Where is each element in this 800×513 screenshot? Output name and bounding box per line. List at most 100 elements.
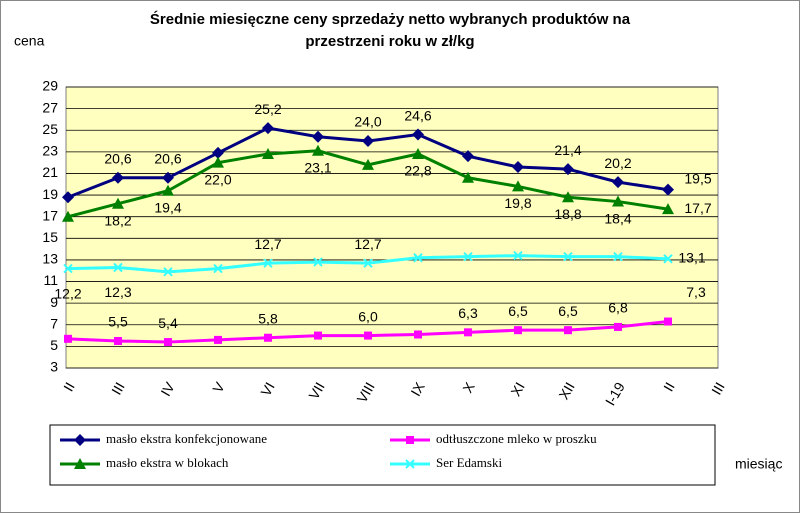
data-label: 6,5 bbox=[508, 303, 528, 319]
y-tick-label: 7 bbox=[50, 315, 58, 331]
data-point bbox=[563, 251, 573, 262]
legend-marker bbox=[405, 459, 415, 469]
data-point bbox=[612, 195, 624, 207]
data-point bbox=[363, 258, 373, 268]
data-label: 18,2 bbox=[104, 212, 131, 228]
data-label: 5,8 bbox=[258, 310, 278, 326]
data-point bbox=[62, 210, 74, 222]
data-label: 18,4 bbox=[604, 210, 631, 226]
data-label: 12,7 bbox=[254, 236, 281, 252]
chart-title: przestrzeni roku w zł/kg bbox=[305, 33, 474, 50]
data-label: 20,2 bbox=[604, 155, 631, 171]
data-point bbox=[412, 128, 424, 141]
data-point bbox=[562, 191, 574, 203]
data-label: 18,8 bbox=[554, 206, 581, 222]
y-tick-label: 19 bbox=[42, 186, 58, 202]
data-point bbox=[564, 326, 572, 335]
y-tick-label: 13 bbox=[42, 251, 58, 267]
y-tick-label: 21 bbox=[42, 164, 58, 180]
data-point bbox=[614, 322, 622, 331]
data-point bbox=[612, 176, 624, 189]
data-label: 6,5 bbox=[558, 303, 578, 319]
data-point bbox=[112, 197, 124, 209]
data-point bbox=[663, 254, 673, 264]
y-tick-label: 5 bbox=[50, 337, 58, 353]
data-label: 5,5 bbox=[108, 314, 128, 330]
y-tick-label: 27 bbox=[42, 99, 58, 115]
legend-marker bbox=[74, 458, 86, 469]
data-point bbox=[414, 330, 422, 339]
data-point bbox=[262, 148, 274, 160]
data-point bbox=[314, 331, 322, 340]
data-point bbox=[362, 158, 374, 170]
x-tick-label: XII bbox=[555, 379, 577, 402]
data-point bbox=[264, 333, 272, 342]
data-point bbox=[163, 267, 173, 277]
data-point bbox=[364, 331, 372, 340]
data-label: 5,4 bbox=[158, 315, 178, 331]
data-label: 24,6 bbox=[404, 107, 431, 123]
legend-label: masło ekstra w blokach bbox=[106, 455, 229, 470]
y-axis-label: cena bbox=[14, 33, 45, 49]
data-point bbox=[662, 203, 674, 215]
data-point bbox=[114, 336, 122, 345]
legend-label: odtłuszczone mleko w proszku bbox=[436, 431, 597, 446]
y-tick-label: 11 bbox=[43, 272, 58, 288]
data-point bbox=[514, 326, 522, 335]
data-point bbox=[113, 262, 123, 273]
data-point bbox=[413, 253, 423, 263]
legend-label: Ser Edamski bbox=[436, 455, 502, 470]
y-tick-label: 15 bbox=[42, 229, 58, 245]
y-tick-label: 3 bbox=[50, 359, 58, 375]
y-tick-label: 17 bbox=[42, 207, 58, 223]
data-point bbox=[462, 171, 474, 183]
data-label: 23,1 bbox=[304, 159, 331, 175]
data-point bbox=[312, 130, 324, 143]
data-label: 12,2 bbox=[54, 285, 81, 301]
data-point bbox=[463, 251, 473, 262]
data-label: 20,6 bbox=[154, 150, 181, 166]
y-tick-label: 9 bbox=[50, 294, 58, 310]
data-point bbox=[212, 146, 224, 159]
data-label: 22,0 bbox=[204, 171, 231, 187]
data-point bbox=[562, 163, 574, 176]
data-label: 12,3 bbox=[104, 284, 131, 300]
data-point bbox=[412, 148, 424, 160]
legend-label: masło ekstra konfekcjonowane bbox=[106, 431, 267, 446]
data-point bbox=[512, 180, 524, 192]
data-point bbox=[62, 191, 74, 204]
data-label: 19,5 bbox=[684, 170, 711, 186]
data-point bbox=[464, 328, 472, 337]
plot-area bbox=[65, 86, 719, 369]
data-point bbox=[214, 335, 222, 344]
data-label: 25,2 bbox=[254, 101, 281, 117]
data-point bbox=[512, 160, 524, 173]
data-label: 6,0 bbox=[358, 308, 378, 324]
data-label: 12,7 bbox=[354, 236, 381, 252]
y-tick-label: 25 bbox=[42, 121, 58, 137]
legend bbox=[49, 424, 716, 486]
data-label: 17,7 bbox=[684, 200, 711, 216]
data-point bbox=[64, 334, 72, 343]
data-point bbox=[162, 184, 174, 196]
data-label: 13,1 bbox=[678, 250, 705, 266]
data-point bbox=[664, 317, 672, 326]
data-label: 7,3 bbox=[686, 284, 706, 300]
data-point bbox=[312, 144, 324, 156]
data-point bbox=[513, 250, 523, 261]
x-axis-label: miesiąc bbox=[735, 456, 782, 472]
data-label: 24,0 bbox=[354, 114, 381, 130]
y-tick-label: 29 bbox=[42, 78, 58, 94]
data-label: 21,4 bbox=[554, 142, 581, 158]
data-label: 6,8 bbox=[608, 300, 628, 316]
x-tick-label: VII bbox=[305, 379, 327, 402]
data-label: 19,4 bbox=[154, 199, 181, 215]
data-point bbox=[164, 338, 172, 347]
chart-title: Średnie miesięczne ceny sprzedaży netto … bbox=[150, 10, 631, 28]
data-point bbox=[212, 156, 224, 168]
data-label: 20,6 bbox=[104, 150, 131, 166]
data-point bbox=[262, 122, 274, 135]
data-point bbox=[462, 150, 474, 163]
data-label: 22,8 bbox=[404, 163, 431, 179]
